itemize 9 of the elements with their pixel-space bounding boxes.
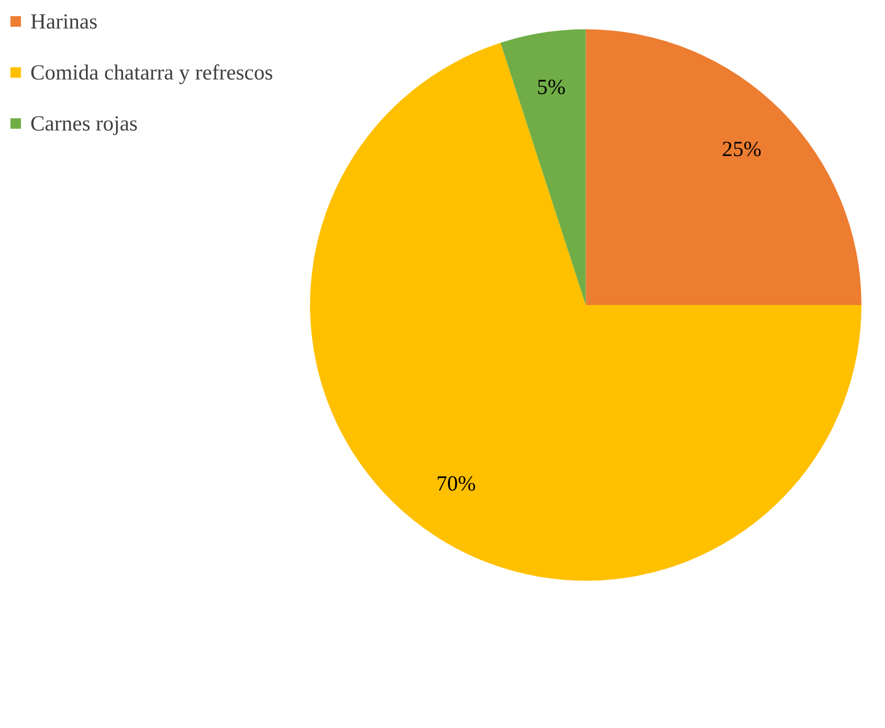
pie-slice bbox=[586, 29, 862, 305]
data-label: 25% bbox=[722, 136, 762, 161]
legend-label: Carnes rojas bbox=[30, 111, 138, 136]
legend-label: Comida chatarra y refrescos bbox=[30, 60, 274, 84]
pie-slice bbox=[310, 42, 862, 581]
legend-label: Harinas bbox=[30, 9, 98, 34]
data-label: 5% bbox=[536, 75, 566, 100]
pie-slice bbox=[500, 29, 586, 305]
data-label: 70% bbox=[436, 471, 476, 496]
